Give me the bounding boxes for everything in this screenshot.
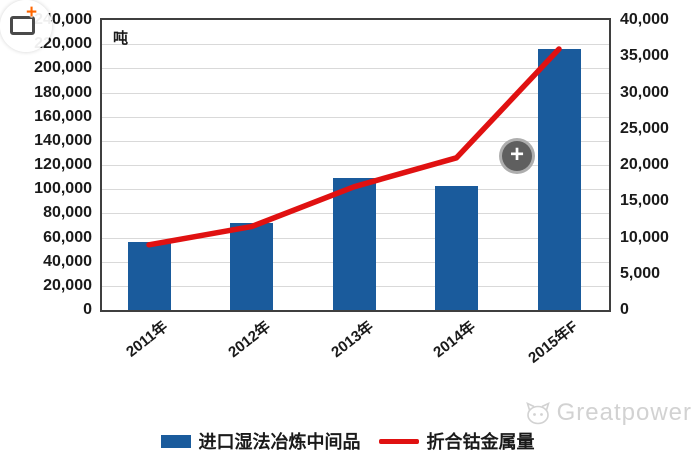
gridline [102,116,609,118]
left-axis-tick: 100,000 [34,180,92,198]
watermark: Greatpower [523,399,692,427]
left-axis-tick: 40,000 [43,252,92,270]
plus-icon: + [509,141,524,168]
left-axis-tick: 120,000 [34,156,92,173]
watermark-text: Greatpower [556,399,692,426]
plot-area: 吨 [100,18,611,312]
left-axis-tick: 180,000 [34,83,92,101]
bar-2014年 [435,185,478,310]
left-axis-tick: 60,000 [43,228,92,246]
right-axis-tick: 35,000 [620,47,669,65]
expand-image-button[interactable]: + [0,0,52,52]
bar-2013年 [332,178,376,310]
gridline [102,44,609,46]
x-axis-label: 2014年 [430,318,479,362]
gridline [102,140,609,142]
right-axis-tick: 15,000 [620,192,669,210]
x-axis-label: 2013年 [327,318,377,362]
right-axis-tick: 30,000 [620,83,669,101]
legend: 进口湿法冶炼中间品 折合钴金属量 [0,428,695,454]
bar-2011年 [127,242,171,310]
left-axis-tick: 160,000 [34,107,92,125]
right-axis-tick: 40,000 [620,11,669,28]
expand-plus-icon: + [26,2,38,23]
left-axis-tick: 200,000 [34,59,92,77]
cat-logo-icon [525,402,550,425]
legend-line-swatch [378,438,419,444]
image-frame-icon [10,16,35,35]
right-axis-tick: 25,000 [620,119,669,137]
gridline [102,92,609,94]
gridline [102,68,609,70]
bar-2015年F [537,49,581,310]
x-axis-label: 2015年F [525,318,582,367]
left-axis-tick: 140,000 [34,131,92,149]
legend-label: 折合钴金属量 [426,432,535,452]
left-axis-tick: 80,000 [43,204,92,222]
line-series [146,46,562,248]
left-axis-tick: 220,000 [34,35,92,53]
unit-label: 吨 [113,30,129,47]
legend-item: 折合钴金属量 [378,428,535,454]
right-axis-tick: 5,000 [620,264,661,282]
legend-bar-swatch [160,434,191,448]
right-axis-tick: 10,000 [620,228,669,246]
legend-item: 进口湿法冶炼中间品 [160,428,361,454]
x-axis-label: 2011年 [123,318,172,361]
legend-label: 进口湿法冶炼中间品 [198,432,361,452]
right-axis-tick: 0 [620,301,629,318]
left-axis-tick: 20,000 [43,276,92,294]
zoom-plus-button[interactable]: + [499,138,535,174]
right-axis-tick: 20,000 [620,156,669,173]
gridline [102,165,609,166]
left-axis-tick: 0 [83,301,92,318]
x-axis-label: 2012年 [225,318,274,362]
bar-2012年 [230,223,273,310]
